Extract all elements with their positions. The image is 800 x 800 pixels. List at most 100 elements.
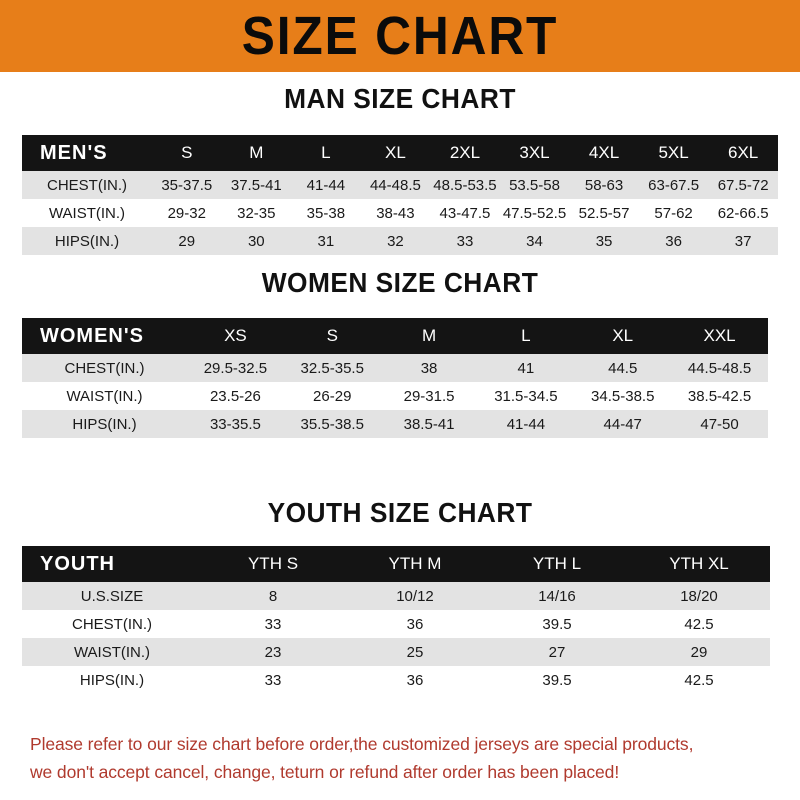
- women-cell-1-0: 23.5-26: [209, 387, 261, 405]
- women-cell-2-3: 41-44: [506, 415, 546, 433]
- men-size-header-8: 6XL: [728, 143, 759, 162]
- men-size-header-2: L: [321, 143, 331, 162]
- men-cell-0-4: 48.5-53.5: [433, 176, 497, 194]
- men-cell-1-8: 62-66.5: [717, 204, 769, 222]
- youth-cell-0-2: 14/16: [538, 587, 576, 605]
- table-row: CHEST(IN.) 35-37.5 37.5-41 41-44 44-48.5 48.5…: [22, 171, 778, 199]
- men-cell-2-8: 37: [734, 232, 752, 250]
- youth-header-row: YOUTH YTH S YTH M YTH L YTH XL: [22, 546, 770, 582]
- women-size-header-1: S: [326, 326, 338, 345]
- women-cell-1-2: 29-31.5: [403, 387, 455, 405]
- women-cell-1-3: 31.5-34.5: [494, 387, 558, 405]
- men-cell-0-0: 35-37.5: [161, 176, 213, 194]
- men-size-header-0: S: [181, 143, 193, 162]
- men-size-header-3: XL: [385, 143, 406, 162]
- women-size-header-5: XXL: [703, 326, 736, 345]
- men-cell-1-1: 32-35: [237, 204, 276, 222]
- youth-cell-3-1: 36: [406, 671, 424, 689]
- youth-cell-3-3: 42.5: [684, 671, 714, 689]
- page-title: SIZE CHART: [241, 6, 559, 66]
- table-row: WAIST(IN.) 29-32 32-35 35-38 38-43 43-47.5 47.…: [22, 199, 778, 227]
- men-cell-1-6: 52.5-57: [578, 204, 630, 222]
- men-header-row: MEN'S S M L XL 2XL 3XL 4XL 5XL 6XL: [22, 135, 778, 171]
- men-cell-2-1: 30: [247, 232, 265, 250]
- men-cell-2-4: 33: [456, 232, 474, 250]
- youth-cell-2-1: 25: [406, 643, 424, 661]
- men-size-header-7: 5XL: [658, 143, 689, 162]
- youth-cell-1-3: 42.5: [684, 615, 714, 633]
- women-row-label-2: HIPS(IN.): [72, 415, 137, 433]
- men-cell-2-2: 31: [317, 232, 335, 250]
- men-table-body: MEN'S S M L XL 2XL 3XL 4XL 5XL 6XL CHEST(IN.) 35-37…: [22, 135, 778, 255]
- youth-cell-1-1: 36: [406, 615, 424, 633]
- women-row-label-1: WAIST(IN.): [66, 387, 143, 405]
- men-cell-0-1: 37.5-41: [230, 176, 282, 194]
- men-table: MEN'S S M L XL 2XL 3XL 4XL 5XL 6XL CHEST(IN.) 35-37…: [22, 135, 778, 255]
- women-cell-2-0: 33-35.5: [209, 415, 261, 433]
- men-cell-1-5: 47.5-52.5: [502, 204, 567, 222]
- youth-cell-2-0: 23: [264, 643, 282, 661]
- men-cell-1-4: 43-47.5: [439, 204, 491, 222]
- table-row: HIPS(IN.) 29 30 31 32 33 34 35 36 37: [22, 227, 778, 255]
- women-cell-2-4: 44-47: [603, 415, 642, 433]
- youth-cell-3-2: 39.5: [542, 671, 572, 689]
- men-cell-1-0: 29-32: [167, 204, 206, 222]
- table-row: WAIST(IN.) 23 25 27 29: [22, 638, 770, 666]
- women-cell-0-2: 38: [420, 359, 438, 377]
- men-cell-0-5: 53.5-58: [509, 176, 560, 194]
- order-policy-note: Please refer to our size chart before or…: [30, 730, 778, 786]
- youth-cell-0-0: 8: [268, 587, 278, 605]
- men-section-title: MAN SIZE CHART: [284, 83, 516, 114]
- youth-table-body: YOUTH YTH S YTH M YTH L YTH XL U.S.SIZE 8 10/12…: [22, 546, 770, 694]
- men-cell-1-7: 57-62: [654, 204, 693, 222]
- men-size-header-6: 4XL: [588, 143, 620, 162]
- youth-size-header-3: YTH XL: [669, 554, 729, 573]
- youth-row-label-1: CHEST(IN.): [72, 615, 152, 633]
- order-policy-note-line-1: Please refer to our size chart before or…: [30, 734, 694, 754]
- men-row-label-2: HIPS(IN.): [54, 232, 120, 250]
- table-row: CHEST(IN.) 33 36 39.5 42.5: [22, 610, 770, 638]
- youth-cell-1-0: 33: [264, 615, 282, 633]
- table-row: CHEST(IN.) 29.5-32.5 32.5-35.5 38 41 44.5 44.5…: [22, 354, 768, 382]
- women-size-table: WOMEN'S XS S M L XL XXL CHEST(IN.) 29.5-32.5 32.5…: [22, 318, 768, 438]
- men-cell-2-5: 34: [526, 232, 543, 250]
- youth-cell-0-1: 10/12: [396, 587, 434, 605]
- page-banner: SIZE CHART: [0, 0, 800, 72]
- table-row: HIPS(IN.) 33-35.5 35.5-38.5 38.5-41 41-44 44-…: [22, 410, 768, 438]
- youth-row-label-3: HIPS(IN.): [79, 671, 145, 689]
- men-cell-2-7: 36: [665, 232, 682, 250]
- youth-size-header-0: YTH S: [247, 554, 299, 573]
- youth-row-label-2: WAIST(IN.): [73, 643, 151, 661]
- women-cell-2-2: 38.5-41: [403, 415, 455, 433]
- men-row-label-1: WAIST(IN.): [48, 204, 126, 222]
- men-cell-0-2: 41-44: [306, 176, 346, 194]
- youth-cell-1-2: 39.5: [542, 615, 572, 633]
- table-row: U.S.SIZE 8 10/12 14/16 18/20: [22, 582, 770, 610]
- men-cell-1-3: 38-43: [376, 204, 415, 222]
- women-header-row: WOMEN'S XS S M L XL XXL: [22, 318, 768, 354]
- men-cell-1-2: 35-38: [306, 204, 346, 222]
- men-size-header-4: 2XL: [449, 143, 481, 162]
- women-cell-2-1: 35.5-38.5: [300, 415, 364, 433]
- youth-cell-3-0: 33: [264, 671, 282, 689]
- youth-section-title: YOUTH SIZE CHART: [267, 497, 533, 528]
- women-cell-0-5: 44.5-48.5: [687, 359, 752, 377]
- order-policy-note-line-2: we don't accept cancel, change, teturn o…: [30, 762, 620, 782]
- women-cell-0-0: 29.5-32.5: [203, 359, 268, 377]
- men-row-label-header: MEN'S: [40, 141, 108, 164]
- women-cell-0-1: 32.5-35.5: [300, 359, 364, 377]
- youth-size-header-1: YTH M: [388, 554, 442, 573]
- women-cell-0-4: 44.5: [608, 359, 638, 377]
- youth-size-table: YOUTH YTH S YTH M YTH L YTH XL U.S.SIZE 8 10/12…: [22, 546, 770, 694]
- women-cell-1-5: 38.5-42.5: [687, 387, 752, 405]
- men-cell-0-7: 63-67.5: [648, 176, 700, 194]
- women-section-title: WOMEN SIZE CHART: [261, 267, 539, 298]
- youth-cell-0-3: 18/20: [680, 587, 718, 605]
- men-cell-0-8: 67.5-72: [717, 176, 769, 194]
- youth-size-header-2: YTH L: [532, 554, 582, 573]
- youth-cell-2-2: 27: [548, 643, 566, 661]
- women-size-header-2: M: [421, 326, 437, 345]
- youth-row-label-0: U.S.SIZE: [80, 587, 144, 605]
- men-cell-2-0: 29: [178, 232, 196, 250]
